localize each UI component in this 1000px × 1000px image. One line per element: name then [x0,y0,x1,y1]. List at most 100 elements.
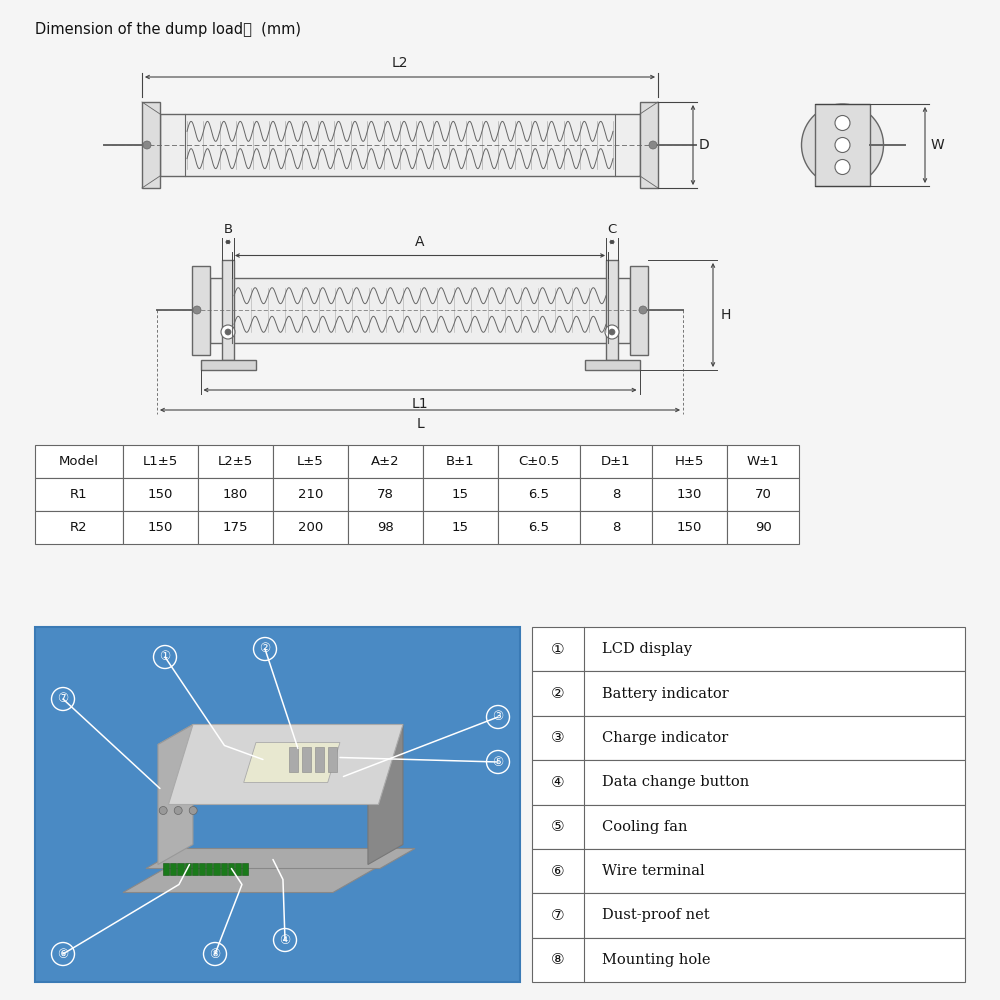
Text: ③: ③ [551,730,565,745]
Circle shape [189,806,197,814]
Text: 130: 130 [677,488,702,501]
Bar [123,511,198,544]
Bar [35,511,123,544]
Text: H: H [721,308,731,322]
Text: ②: ② [551,686,565,701]
Bar [199,862,205,874]
Text: 210: 210 [298,488,323,501]
Text: B: B [223,223,233,236]
Text: Battery indicator: Battery indicator [602,687,729,701]
Text: 6.5: 6.5 [528,521,550,534]
Text: 180: 180 [223,488,248,501]
Bar [213,862,220,874]
Bar [348,511,423,544]
Bar [302,746,311,772]
Text: 78: 78 [377,488,394,501]
Text: ①: ① [551,642,565,657]
Bar [532,893,965,938]
Text: ①: ① [159,650,171,664]
Text: W±1: W±1 [747,455,779,468]
Bar [652,445,727,478]
Circle shape [835,137,850,152]
Bar [228,862,234,874]
Text: L2: L2 [392,56,408,70]
Bar [727,478,799,511]
Text: ②: ② [259,643,271,656]
Bar [185,862,191,874]
Circle shape [835,115,850,130]
Bar [532,849,965,893]
Text: ⑦: ⑦ [551,908,565,923]
Text: 15: 15 [452,521,469,534]
Text: ③: ③ [492,710,504,724]
Text: LCD display: LCD display [602,642,692,656]
Bar [222,260,234,360]
Text: 150: 150 [677,521,702,534]
Circle shape [193,306,201,314]
Bar [163,862,169,874]
Polygon shape [158,724,403,744]
Text: Mounting hole: Mounting hole [602,953,710,967]
Polygon shape [244,742,340,782]
Text: D±1: D±1 [601,455,631,468]
Bar [273,511,348,544]
Text: ⑥: ⑥ [57,948,69,960]
Bar [532,671,965,716]
Bar [423,511,498,544]
Bar [580,478,652,511]
Text: 150: 150 [148,488,173,501]
Bar [192,265,210,355]
Text: ④: ④ [279,934,291,946]
Bar [177,862,184,874]
Circle shape [609,329,615,335]
Text: 90: 90 [755,521,771,534]
Text: B±1: B±1 [446,455,475,468]
Bar [198,511,273,544]
Bar [273,478,348,511]
Bar [348,478,423,511]
Circle shape [605,325,619,339]
Bar [315,746,324,772]
Text: Data change button: Data change button [602,775,749,789]
Text: D: D [699,138,710,152]
Bar [532,938,965,982]
Text: L: L [416,417,424,431]
Text: 15: 15 [452,488,469,501]
Text: ⑤: ⑤ [492,756,504,768]
Text: L1: L1 [412,397,428,411]
Circle shape [802,104,884,186]
Text: 200: 200 [298,521,323,534]
Bar [123,445,198,478]
Bar [242,862,248,874]
Circle shape [221,325,235,339]
Bar [35,445,123,478]
Text: ⑧: ⑧ [209,948,221,960]
Circle shape [649,141,657,149]
Circle shape [143,141,151,149]
Bar [532,804,965,849]
Bar [606,260,618,360]
Bar [580,445,652,478]
Bar [532,760,965,804]
Text: Cooling fan: Cooling fan [602,820,688,834]
Bar [206,862,212,874]
Bar [123,478,198,511]
Text: Wire terminal: Wire terminal [602,864,705,878]
Text: ⑧: ⑧ [551,952,565,967]
Bar [273,445,348,478]
Text: R2: R2 [70,521,88,534]
Text: ⑥: ⑥ [551,864,565,879]
Text: 70: 70 [755,488,771,501]
Bar [192,862,198,874]
Bar [532,627,965,671]
Polygon shape [368,724,403,864]
Polygon shape [168,724,403,804]
Bar [498,478,580,511]
Bar [640,102,658,188]
Text: H±5: H±5 [675,455,704,468]
Bar [198,445,273,478]
Circle shape [225,329,231,335]
Text: Dust-proof net: Dust-proof net [602,908,710,922]
Text: ④: ④ [551,775,565,790]
Text: 98: 98 [377,521,394,534]
